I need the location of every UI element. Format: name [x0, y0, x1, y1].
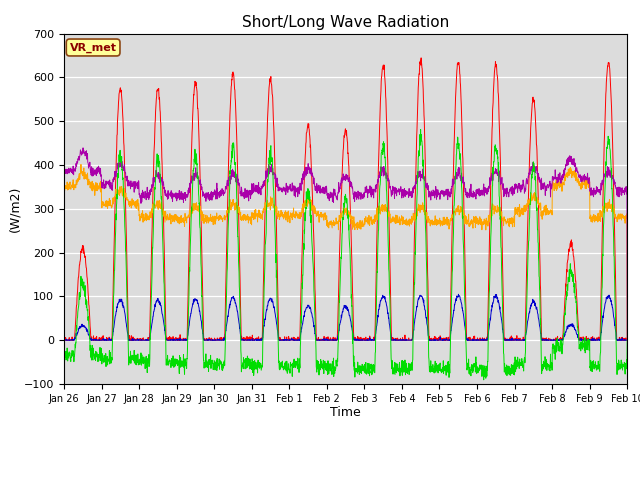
- LW out: [574, 169, 582, 175]
- Rnet: [362, 360, 370, 365]
- SW in: [623, 337, 631, 343]
- Rnet: [623, 337, 631, 343]
- Rnet: [589, 358, 597, 364]
- SW out: [218, 337, 225, 343]
- LW out: [374, 178, 382, 184]
- SW in: [589, 336, 597, 342]
- SW out: [589, 337, 597, 343]
- SW in: [60, 336, 68, 342]
- SW out: [510, 337, 518, 343]
- LW in: [60, 183, 68, 189]
- Line: SW out: SW out: [64, 294, 627, 340]
- Rnet: [217, 359, 225, 364]
- SW in: [374, 167, 382, 173]
- X-axis label: Time: Time: [330, 407, 361, 420]
- LW in: [362, 219, 370, 225]
- SW out: [623, 337, 631, 343]
- Rnet: [417, 127, 424, 132]
- SW out: [61, 337, 68, 343]
- Line: Rnet: Rnet: [64, 130, 627, 380]
- Rnet: [374, 237, 382, 243]
- LW in: [623, 337, 631, 343]
- LW out: [218, 192, 225, 198]
- SW in: [510, 337, 518, 343]
- Rnet: [574, 327, 582, 333]
- LW in: [218, 216, 225, 222]
- SW in: [60, 337, 68, 343]
- LW in: [77, 162, 84, 168]
- Text: VR_met: VR_met: [70, 42, 116, 53]
- LW in: [574, 177, 582, 183]
- SW out: [374, 309, 382, 314]
- LW out: [623, 337, 631, 343]
- Y-axis label: (W/m2): (W/m2): [8, 186, 21, 232]
- SW out: [362, 337, 370, 343]
- SW out: [574, 334, 582, 340]
- LW out: [60, 168, 68, 174]
- LW out: [589, 191, 597, 197]
- Rnet: [480, 377, 488, 383]
- LW out: [79, 145, 87, 151]
- Line: SW in: SW in: [64, 58, 627, 340]
- Rnet: [510, 372, 518, 377]
- Line: LW out: LW out: [64, 148, 627, 340]
- SW in: [574, 317, 582, 323]
- SW out: [60, 337, 68, 343]
- LW in: [509, 219, 517, 225]
- LW in: [589, 215, 597, 220]
- SW out: [454, 291, 462, 297]
- LW out: [362, 190, 370, 195]
- Line: LW in: LW in: [64, 165, 627, 340]
- SW in: [218, 336, 225, 342]
- SW in: [417, 55, 425, 61]
- LW out: [509, 188, 517, 193]
- Rnet: [60, 352, 68, 358]
- SW in: [362, 337, 370, 343]
- Title: Short/Long Wave Radiation: Short/Long Wave Radiation: [242, 15, 449, 30]
- LW in: [374, 210, 382, 216]
